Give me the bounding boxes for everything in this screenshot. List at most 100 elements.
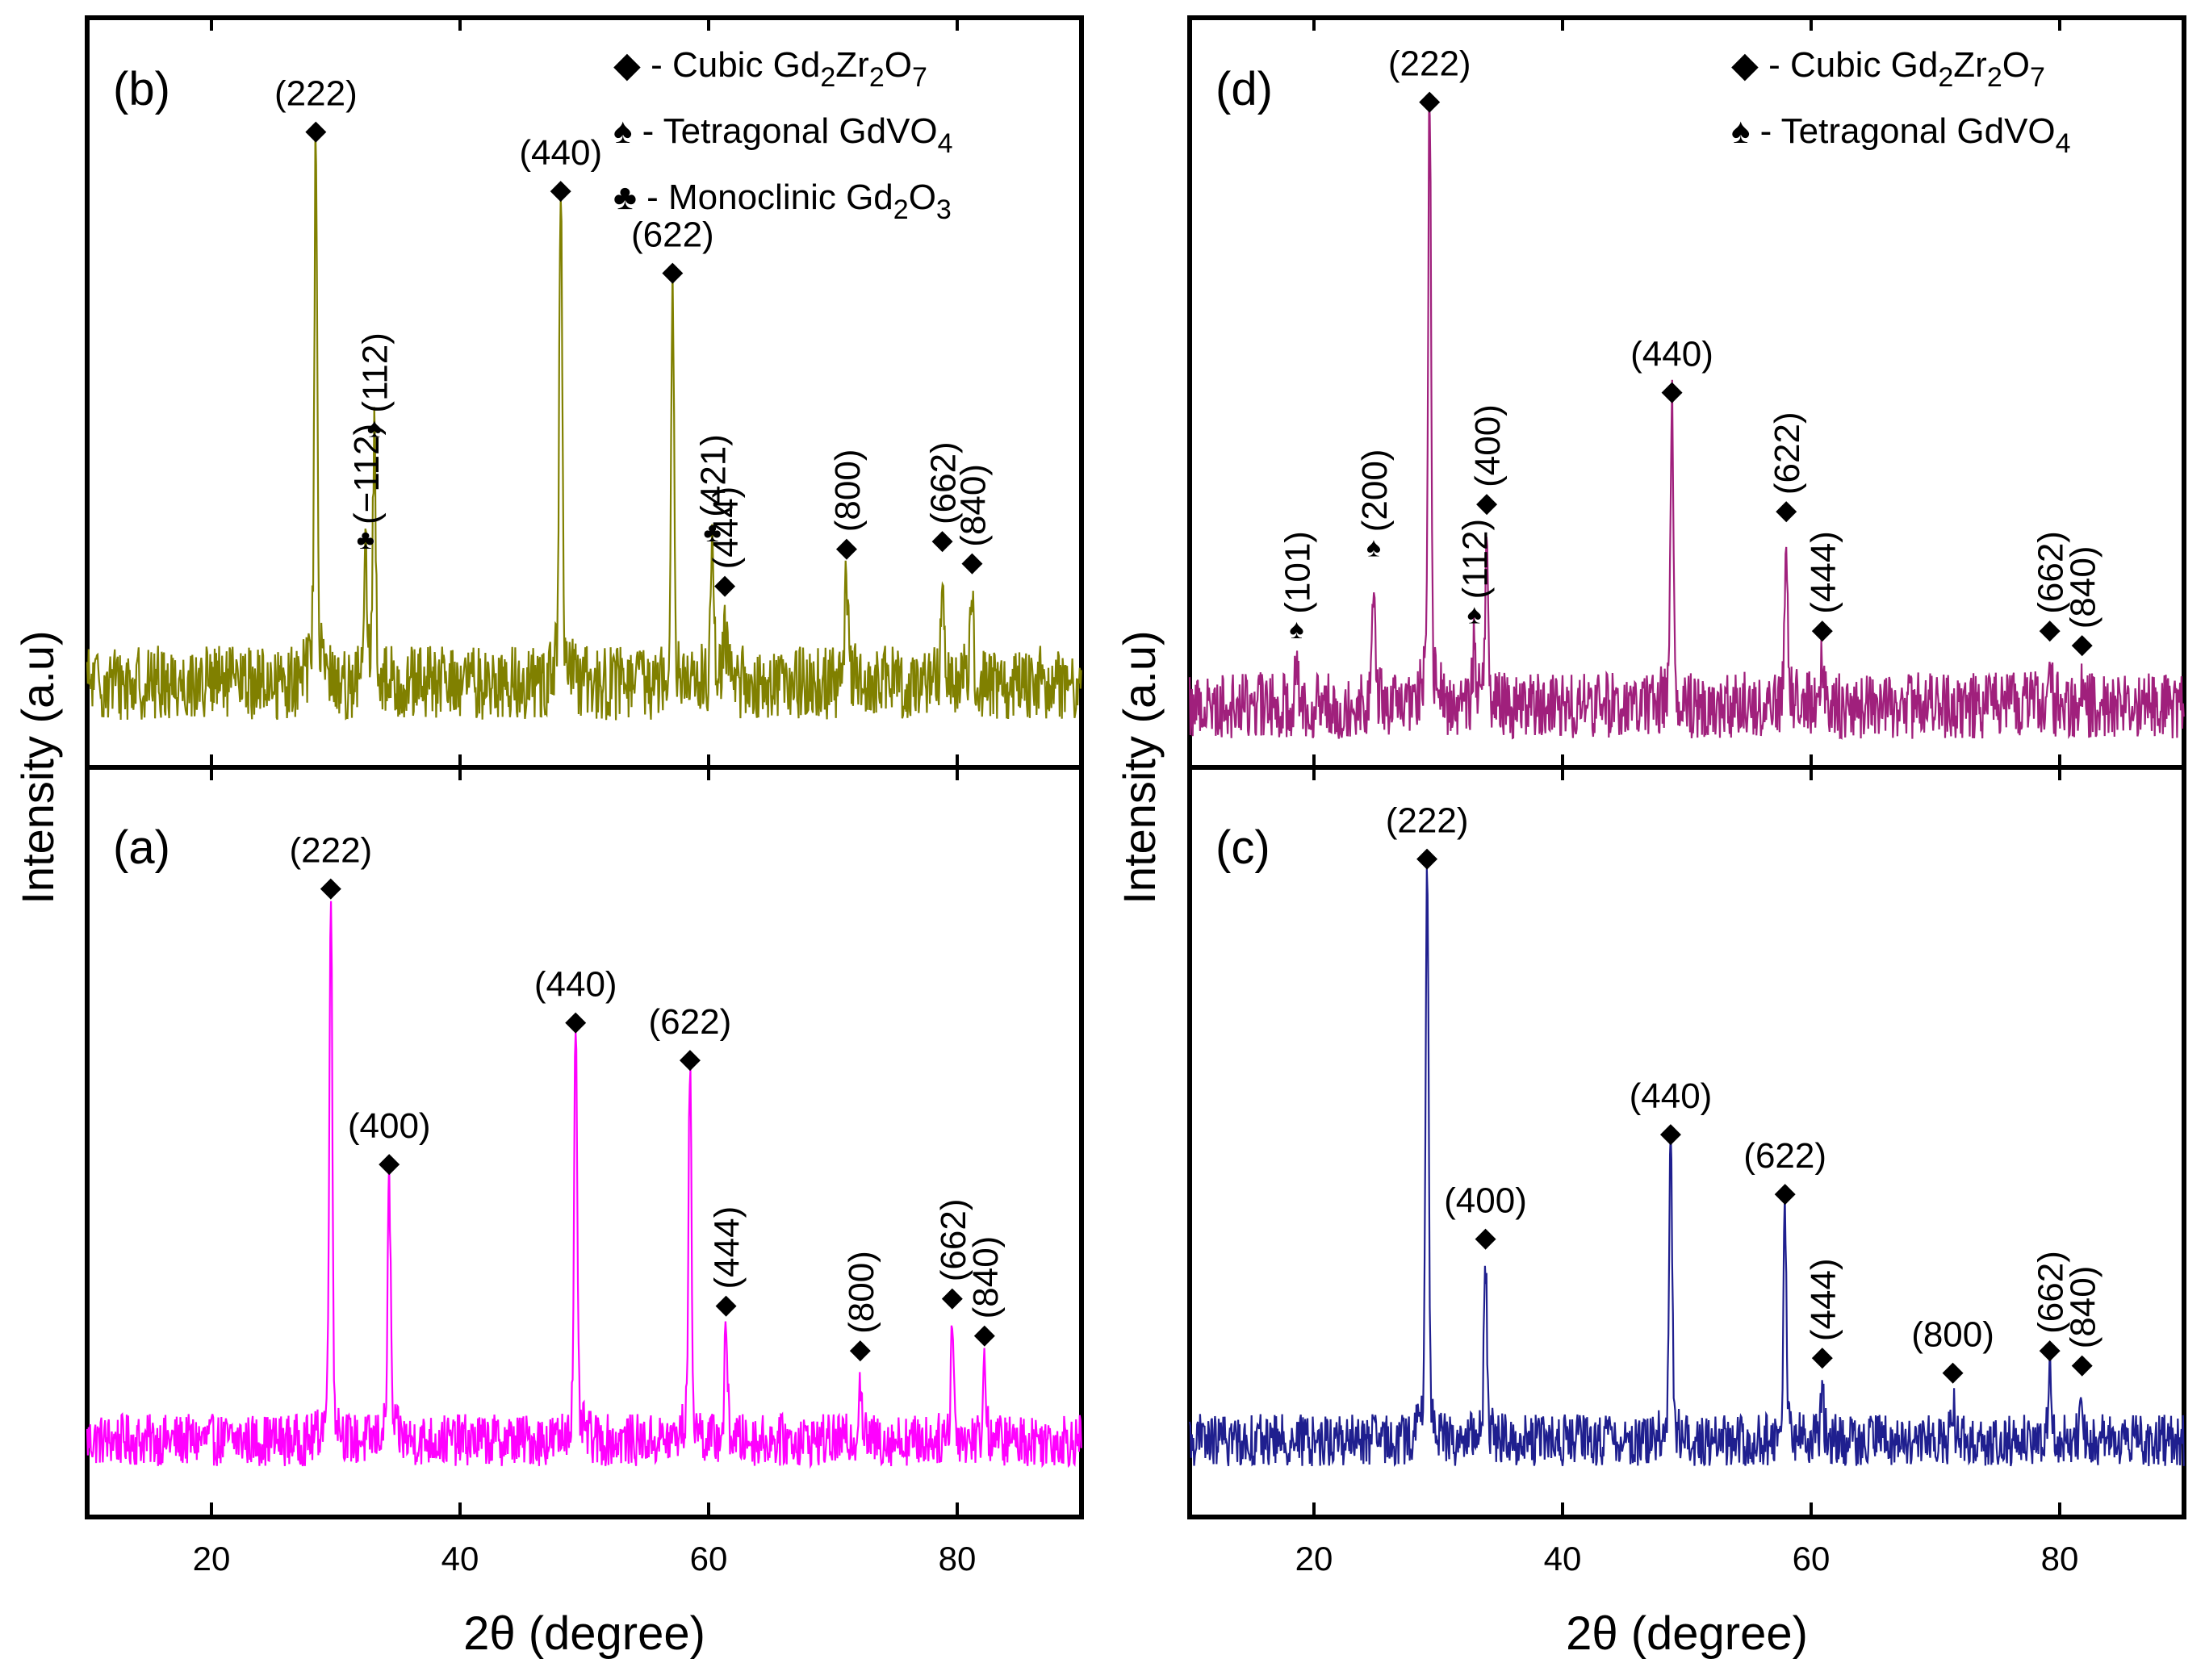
diamond-marker: ◆ <box>942 1281 964 1312</box>
legend-entry: ♠ - Tetragonal GdVO4 <box>613 111 953 159</box>
diamond-marker: ◆ <box>1476 487 1498 518</box>
peak-label: (840) <box>966 1236 1006 1319</box>
x-tick-label: 20 <box>1295 1540 1333 1578</box>
peak-label: (662) <box>924 441 964 524</box>
legend-entry: ♣ - Monoclinic Gd2O3 <box>613 178 952 225</box>
x-tick-label: 80 <box>2041 1540 2079 1578</box>
xrd-series-line <box>1188 98 2185 740</box>
panel-label: (c) <box>1215 821 1270 874</box>
peak-label: (−112) <box>347 424 387 524</box>
diamond-marker: ◆ <box>850 1334 872 1364</box>
spade-marker: ♠ <box>1366 532 1381 562</box>
right-x-axis-title: 2θ (degree) <box>1566 1607 1808 1660</box>
xrd-series-line <box>86 125 1082 721</box>
legend-entry: ◆ - Cubic Gd2Zr2O7 <box>1731 45 2045 93</box>
diamond-marker: ◆ <box>1661 375 1683 406</box>
diamond-marker: ◆ <box>680 1043 701 1074</box>
peak-label: (400) <box>348 1106 431 1146</box>
x-tick-label: 40 <box>441 1540 479 1578</box>
peak-label: (444) <box>1804 531 1843 614</box>
peak-label: (222) <box>1388 44 1471 83</box>
panel-d: (d)♠(101) ♠(200)◆(222)♠(112)◆(400)◆(440)◆… <box>1188 44 2185 740</box>
peak-label: (622) <box>1768 412 1807 495</box>
peak-label: (840) <box>2064 1266 2103 1349</box>
peak-label: (622) <box>631 215 714 255</box>
diamond-marker: ◆ <box>550 174 572 205</box>
peak-label: (444) <box>1804 1258 1843 1341</box>
peak-label: (800) <box>842 1251 881 1334</box>
diamond-marker: ◆ <box>2040 1334 2061 1364</box>
x-tick-label: 40 <box>1544 1540 1582 1578</box>
peak-label: (400) <box>1468 404 1508 487</box>
peak-label: (662) <box>2031 1251 2071 1334</box>
xrd-series-line <box>86 901 1082 1469</box>
panel-b: (b)◆(222)♣(−112)♠(112)◆(440)◆(622)♣(421)… <box>86 45 1082 721</box>
panel-label: (a) <box>113 821 170 874</box>
peak-label: (440) <box>1630 334 1713 374</box>
panel-c: (c) ◆(222)◆(400)◆(440)◆(622)◆(444)◆(800) ◆… <box>1188 801 2185 1468</box>
peak-label: (662) <box>2031 531 2071 614</box>
diamond-marker: ◆ <box>305 115 327 145</box>
x-tick-label: 60 <box>1793 1540 1831 1578</box>
legend-entry: ◆ - Cubic Gd2Zr2O7 <box>613 45 927 93</box>
peak-label: (800) <box>1911 1315 1994 1355</box>
peak-label: (222) <box>289 831 372 871</box>
peak-label: (112) <box>356 332 395 412</box>
peak-label: (800) <box>828 449 868 533</box>
club-marker: ♣ <box>703 517 721 548</box>
peak-label: (840) <box>953 464 993 547</box>
legend: ◆ - Cubic Gd2Zr2O7 ♠ - Tetragonal GdVO4 <box>1731 45 2071 159</box>
peak-label: (440) <box>1630 1076 1713 1116</box>
x-tick-label: 20 <box>193 1540 231 1578</box>
diamond-marker: ◆ <box>1419 85 1441 115</box>
diamond-marker: ◆ <box>1475 1222 1496 1252</box>
left-x-axis-title: 2θ (degree) <box>463 1607 705 1660</box>
peak-label: (222) <box>274 73 358 113</box>
diamond-marker: ◆ <box>961 547 983 578</box>
legend: ◆ - Cubic Gd2Zr2O7 ♠ - Tetragonal GdVO4 ♣ … <box>613 45 953 225</box>
diamond-marker: ◆ <box>714 569 736 600</box>
peak-label: (662) <box>934 1199 973 1282</box>
diamond-marker: ◆ <box>662 257 684 287</box>
xrd-series-line <box>1188 867 2185 1468</box>
panel-a: (a)◆(222)◆(400)◆(440)◆(622)◆(444)◆(800) ◆… <box>86 821 1082 1469</box>
diamond-marker: ◆ <box>836 532 858 562</box>
diamond-marker: ◆ <box>1775 1177 1797 1208</box>
diamond-marker: ◆ <box>1812 614 1834 645</box>
x-tick-label: 60 <box>690 1540 728 1578</box>
diamond-marker: ◆ <box>2072 629 2094 659</box>
diamond-marker: ◆ <box>1812 1341 1834 1372</box>
diamond-marker: ◆ <box>320 872 342 903</box>
diamond-marker: ◆ <box>715 1289 737 1319</box>
peak-label: (400) <box>1444 1181 1527 1220</box>
diamond-marker: ◆ <box>2072 1348 2094 1379</box>
diamond-marker: ◆ <box>2040 614 2061 645</box>
spade-marker: ♠ <box>1467 599 1482 629</box>
peak-label: (200) <box>1355 449 1395 533</box>
peak-label: (840) <box>2064 546 2103 629</box>
peak-label: (222) <box>1386 801 1469 841</box>
diamond-marker: ◆ <box>931 524 953 555</box>
peak-label: (622) <box>1743 1136 1826 1176</box>
diamond-marker: ◆ <box>379 1147 400 1178</box>
spade-marker: ♠ <box>1289 614 1303 645</box>
diamond-marker: ◆ <box>1416 842 1438 873</box>
panel-label: (d) <box>1215 63 1273 115</box>
peak-label: (101) <box>1278 531 1317 614</box>
peak-label: (444) <box>706 487 746 570</box>
club-marker: ♣ <box>357 524 374 555</box>
left-y-axis-title: Intensity (a.u) <box>12 630 63 904</box>
spade-marker: ♠ <box>367 413 382 444</box>
diamond-marker: ◆ <box>1942 1356 1964 1387</box>
diamond-marker: ◆ <box>974 1319 996 1349</box>
panel-label: (b) <box>113 63 170 115</box>
left-x-ticks: 20 40 60 80 <box>193 18 976 1578</box>
peak-label: (444) <box>708 1206 747 1289</box>
diamond-marker: ◆ <box>1776 495 1797 525</box>
peak-label: (421) <box>694 434 734 517</box>
peak-label: (440) <box>519 133 602 173</box>
peak-label: (440) <box>534 965 617 1005</box>
peak-label: (112) <box>1456 519 1496 599</box>
diamond-marker: ◆ <box>1660 1118 1682 1148</box>
